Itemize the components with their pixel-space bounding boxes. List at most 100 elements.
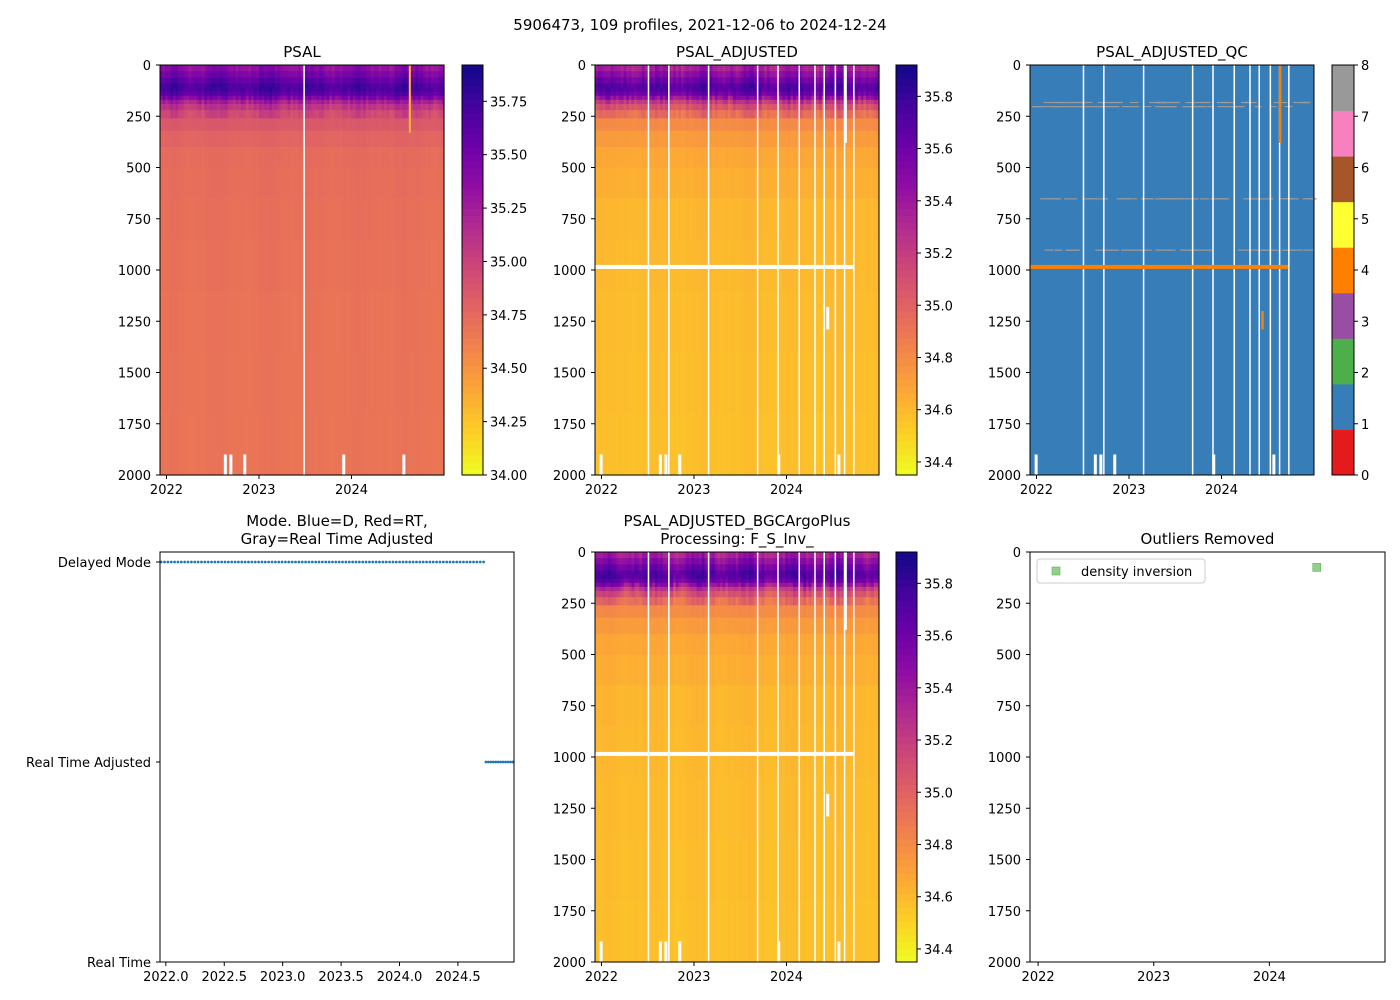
heatmap-cell [649, 198, 653, 240]
heatmap-cell [764, 77, 768, 85]
heatmap-cell [636, 413, 640, 476]
heatmap-cell [793, 198, 797, 240]
heatmap-cell [748, 110, 752, 119]
heatmap-cell [287, 87, 291, 93]
heatmap-cell [206, 91, 211, 97]
mode-point [334, 560, 338, 564]
heatmap-cell [227, 352, 231, 415]
heatmap-cell [699, 87, 703, 93]
heatmap-cell [795, 290, 799, 353]
heatmap-cell [305, 65, 310, 72]
heatmap-cell [175, 95, 179, 101]
heatmap-cell [292, 71, 297, 78]
heatmap-cell [441, 198, 445, 240]
heatmap-cell [425, 239, 429, 292]
heatmap-cell [222, 118, 226, 132]
mode-point [425, 560, 428, 564]
heatmap-cell [602, 570, 607, 576]
heatmap-cell [318, 65, 323, 72]
qc-flag8-mark [1196, 106, 1207, 108]
heatmap-cell [641, 71, 646, 78]
heatmap-cell [438, 83, 442, 89]
heatmap-cell [269, 110, 273, 119]
y-tick-label: 1000 [988, 264, 1021, 279]
heatmap-cell [597, 597, 601, 606]
heatmap-cell [423, 147, 427, 169]
heatmap-cell [634, 99, 638, 105]
mode-category-label: Real Time [87, 956, 151, 971]
heatmap-cell [787, 65, 792, 72]
heatmap-cell [326, 87, 330, 93]
heatmap-cell [730, 118, 734, 132]
colorbar-segment [896, 112, 917, 121]
heatmap-cell [376, 77, 380, 85]
heatmap-cell [407, 413, 411, 476]
heatmap-cell [410, 77, 414, 85]
heatmap-cell [415, 103, 419, 111]
heatmap-cell [245, 71, 250, 78]
heatmap-cell [212, 147, 216, 169]
heatmap-cell [740, 95, 745, 101]
heatmap-cell [344, 103, 349, 111]
heatmap-cell [641, 118, 646, 132]
heatmap-cell [285, 77, 289, 85]
heatmap-cell [290, 83, 294, 89]
heatmap-cell [347, 290, 351, 353]
heatmap-cell [423, 198, 427, 240]
heatmap-cell [316, 198, 320, 240]
heatmap-cell [727, 198, 732, 240]
heatmap-cell [876, 239, 880, 292]
heatmap-cell [186, 130, 190, 148]
heatmap-cell [295, 65, 299, 72]
heatmap-cell [368, 239, 372, 292]
heatmap-cell [644, 65, 648, 72]
heatmap-cell [605, 352, 609, 415]
heatmap-cell [420, 65, 424, 72]
heatmap-cell [248, 103, 252, 111]
heatmap-cell [167, 110, 172, 119]
heatmap-cell [800, 71, 805, 78]
heatmap-cell [378, 87, 383, 93]
heatmap-cell [790, 71, 794, 78]
colorbar-segment [896, 126, 917, 134]
heatmap-cell [764, 65, 768, 72]
heatmap-cell [298, 290, 302, 353]
heatmap-cell [178, 77, 182, 85]
heatmap-cell [858, 99, 862, 105]
heatmap-cell [623, 147, 627, 169]
heatmap-cell [344, 130, 349, 148]
heatmap-cell [727, 290, 732, 353]
heatmap-cell [803, 118, 807, 132]
heatmap-cell [376, 95, 380, 101]
heatmap-cell [389, 413, 393, 476]
figure-suptitle: 5906473, 109 profiles, 2021-12-06 to 202… [513, 16, 887, 34]
heatmap-cell [860, 198, 864, 240]
heatmap-cell [873, 413, 877, 476]
heatmap-cell [290, 91, 294, 97]
heatmap-cell [204, 91, 208, 97]
heatmap-cell [269, 147, 273, 169]
heatmap-cell [834, 198, 838, 240]
heatmap-cell [850, 110, 854, 119]
heatmap-cell [295, 147, 299, 169]
heatmap-cell [376, 65, 380, 72]
heatmap-cell [600, 617, 604, 635]
heatmap-cell [316, 239, 320, 292]
heatmap-cell [691, 130, 695, 148]
heatmap-cell [873, 352, 877, 415]
qc-flag8-mark [1052, 101, 1067, 104]
heatmap-cell [652, 290, 656, 353]
heatmap-cell [735, 83, 739, 89]
heatmap-cell [634, 147, 638, 169]
heatmap-cell [769, 91, 773, 97]
heatmap-cell [428, 167, 432, 199]
heatmap-cell [597, 605, 601, 619]
heatmap-cell [845, 167, 849, 199]
heatmap-cell [313, 65, 317, 72]
heatmap-cell [761, 413, 765, 476]
heatmap-cell [238, 352, 242, 415]
heatmap-cell [712, 95, 716, 101]
heatmap-cell [683, 95, 687, 101]
qc-flag8-mark [1293, 101, 1307, 104]
colorbar-segment [896, 106, 917, 114]
